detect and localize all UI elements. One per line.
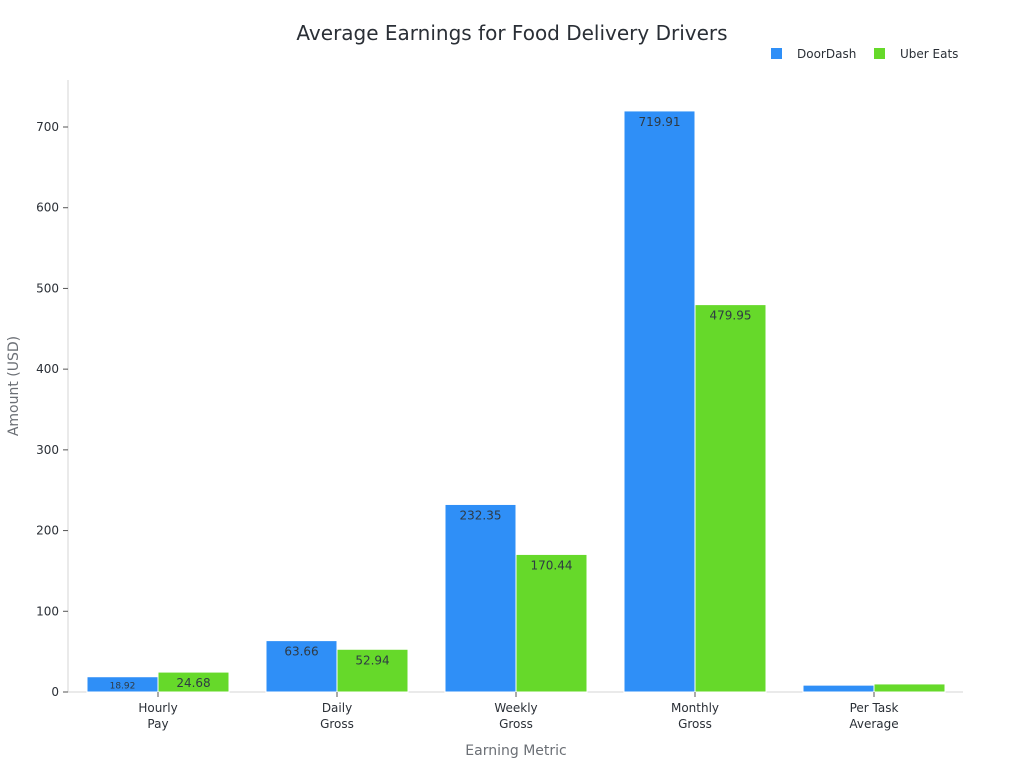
- x-tick-label: Weekly: [494, 701, 537, 715]
- data-label: 63.66: [284, 645, 318, 659]
- chart-title: Average Earnings for Food Delivery Drive…: [296, 21, 727, 45]
- x-tick-label: Gross: [678, 717, 712, 731]
- y-tick-label: 700: [36, 120, 59, 134]
- data-label: 232.35: [460, 508, 502, 522]
- bar-uber-eats: [336, 648, 409, 693]
- y-tick-label: 500: [36, 281, 59, 295]
- data-label: 24.68: [176, 676, 210, 690]
- legend-swatch-doordash: [771, 48, 782, 59]
- data-label: 170.44: [531, 558, 573, 572]
- x-tick-label: Gross: [320, 717, 354, 731]
- bars: 18.92 63.66 232.35 719.91 24.68 52.94 170.44 47…: [86, 110, 946, 693]
- bar-doordash: [623, 110, 696, 693]
- x-tick-label: Pay: [147, 717, 168, 731]
- y-tick-label: 100: [36, 604, 59, 618]
- x-tick-label: Daily: [322, 701, 352, 715]
- y-tick-label: 200: [36, 524, 59, 538]
- x-axis-label: Earning Metric: [465, 743, 566, 759]
- data-label: 719.91: [639, 115, 681, 129]
- x-tick-label: Monthly: [671, 701, 719, 715]
- data-label: 52.94: [355, 653, 389, 667]
- x-tick-label: Per Task: [850, 701, 899, 715]
- bar-uber-eats: [873, 683, 946, 693]
- legend: DoorDash Uber Eats: [771, 47, 958, 61]
- bar-uber-eats: [157, 671, 230, 693]
- y-tick-label: 0: [51, 685, 59, 699]
- x-tick-label: Hourly: [138, 701, 177, 715]
- y-axis-label: Amount (USD): [6, 336, 22, 436]
- x-tick-label: Gross: [499, 717, 533, 731]
- data-label: 479.95: [710, 309, 752, 323]
- bar-uber-eats: [515, 553, 588, 693]
- legend-label-uber-eats: Uber Eats: [900, 47, 958, 61]
- y-tick-label: 400: [36, 362, 59, 376]
- bar-doordash: [444, 503, 517, 693]
- y-tick-label: 600: [36, 201, 59, 215]
- x-ticks: Hourly Pay Daily Gross Weekly Gross Monthly Gro…: [138, 692, 899, 731]
- bar-doordash: [802, 684, 875, 693]
- y-tick-label: 300: [36, 443, 59, 457]
- data-label: 18.92: [110, 681, 136, 691]
- legend-swatch-uber-eats: [874, 48, 885, 59]
- x-tick-label: Average: [849, 717, 898, 731]
- y-ticks: 0 100 200 300 400 500 600 700: [36, 120, 68, 699]
- bar-uber-eats: [694, 304, 767, 693]
- legend-label-doordash: DoorDash: [797, 47, 856, 61]
